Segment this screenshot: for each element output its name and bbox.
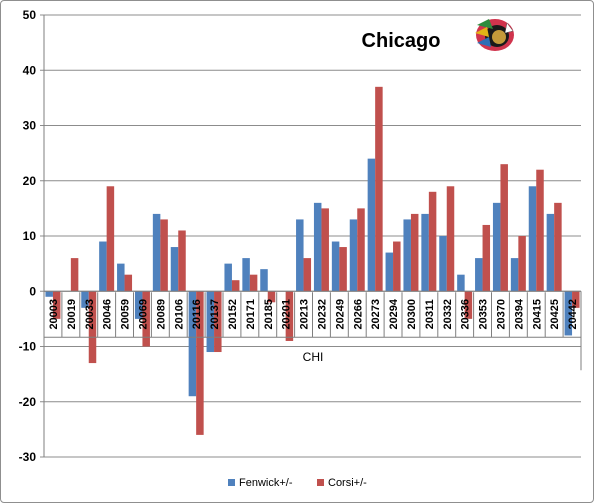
- bar-corsi-20059: [125, 275, 133, 292]
- bar-fenwick-20249: [332, 242, 340, 292]
- x-tick-label: 20332: [442, 299, 454, 330]
- bar-corsi-20394: [518, 236, 526, 291]
- y-tick-label: 10: [23, 229, 37, 243]
- x-tick-label: 20425: [549, 299, 561, 330]
- y-tick-label: 0: [29, 284, 36, 298]
- bar-corsi-20273: [375, 87, 383, 291]
- x-tick-label: 20106: [173, 299, 185, 330]
- bar-corsi-20089: [160, 219, 168, 291]
- bar-fenwick-20273: [368, 159, 376, 292]
- x-tick-label: 20089: [155, 299, 167, 330]
- bar-corsi-20249: [339, 247, 347, 291]
- bar-fenwick-20003: [45, 291, 53, 297]
- chart-title: Chicago: [362, 30, 441, 52]
- bar-fenwick-20185: [260, 269, 268, 291]
- x-axis-label: CHI: [303, 350, 324, 364]
- bar-corsi-20311: [429, 192, 437, 291]
- bar-fenwick-20152: [224, 264, 232, 292]
- legend-label: Fenwick+/-: [239, 477, 293, 489]
- bar-corsi-20415: [536, 170, 544, 292]
- y-tick-label: -10: [19, 340, 37, 354]
- bar-fenwick-20425: [547, 214, 555, 291]
- y-axis-ticks: -30 -20 -10 0 10 20 30 40 50: [19, 8, 37, 464]
- x-tick-label: 20415: [531, 299, 543, 330]
- bar-fenwick-20394: [511, 258, 518, 291]
- bar-corsi-20300: [411, 214, 419, 291]
- bar-corsi-20353: [483, 225, 491, 291]
- bar-corsi-20019: [71, 258, 79, 291]
- bar-fenwick-20059: [117, 264, 125, 292]
- x-tick-label: 20046: [102, 299, 114, 330]
- bar-fenwick-20266: [350, 219, 358, 291]
- bar-fenwick-20353: [475, 258, 483, 291]
- x-tick-label: 20019: [66, 299, 78, 330]
- x-tick-label: 20394: [513, 298, 525, 329]
- bar-fenwick-20213: [296, 219, 304, 291]
- x-tick-label: 20266: [352, 299, 364, 330]
- bar-corsi-20425: [554, 203, 562, 291]
- legend-swatch: [317, 479, 324, 486]
- x-tick-label: 20116: [191, 299, 203, 329]
- bar-fenwick-20171: [242, 258, 250, 291]
- x-tick-label: 20232: [316, 299, 328, 330]
- bar-fenwick-20336: [457, 275, 465, 292]
- bar-fenwick-20415: [529, 186, 537, 291]
- y-tick-label: 40: [23, 63, 37, 77]
- x-tick-label: 20370: [495, 299, 507, 330]
- bar-fenwick-20294: [386, 253, 394, 292]
- x-tick-label: 20201: [281, 299, 293, 330]
- bar-corsi-20171: [250, 275, 258, 292]
- bar-corsi-20232: [321, 208, 329, 291]
- x-tick-label: 20311: [424, 299, 436, 329]
- x-tick-label: 20213: [299, 299, 311, 330]
- x-tick-label: 20152: [227, 299, 239, 330]
- x-tick-label: 20249: [334, 299, 346, 330]
- x-tick-label: 20336: [460, 299, 472, 330]
- bar-fenwick-20106: [171, 247, 179, 291]
- bar-corsi-20332: [447, 186, 455, 291]
- bar-fenwick-20300: [403, 219, 411, 291]
- bar-fenwick-20311: [421, 214, 429, 291]
- x-tick-label: 20059: [120, 299, 132, 330]
- legend: Fenwick+/- Corsi+/-: [228, 477, 367, 489]
- bar-fenwick-20332: [439, 236, 447, 291]
- y-tick-label: -30: [19, 450, 37, 464]
- x-tick-label: 20069: [137, 299, 149, 330]
- bar-corsi-20106: [178, 230, 186, 291]
- bar-corsi-20266: [357, 208, 365, 291]
- bar-corsi-20213: [304, 258, 312, 291]
- x-tick-label: 20137: [209, 299, 221, 330]
- bar-corsi-20152: [232, 280, 240, 291]
- blackhawks-logo: [475, 19, 514, 51]
- bar-fenwick-20046: [99, 242, 107, 292]
- legend-label: Corsi+/-: [328, 477, 367, 489]
- y-tick-label: -20: [19, 395, 37, 409]
- x-tick-label: 20273: [370, 299, 382, 330]
- bar-fenwick-20232: [314, 203, 322, 291]
- legend-swatch: [228, 479, 235, 486]
- bar-fenwick-20089: [153, 214, 161, 291]
- bars: [45, 87, 579, 435]
- x-tick-label: 20185: [263, 299, 275, 330]
- x-tick-label: 20033: [84, 299, 96, 330]
- bar-corsi-20046: [107, 186, 115, 291]
- x-tick-label: 20300: [406, 299, 418, 330]
- bar-corsi-20370: [500, 164, 508, 291]
- x-tick-label: 20003: [48, 299, 60, 330]
- y-tick-label: 30: [23, 119, 37, 133]
- bar-corsi-20294: [393, 242, 401, 292]
- y-tick-label: 50: [23, 8, 37, 22]
- x-tick-label: 20294: [388, 298, 400, 329]
- x-tick-label: 20171: [245, 299, 257, 330]
- x-tick-label: 20353: [478, 299, 490, 330]
- x-tick-label: 20442: [567, 299, 579, 330]
- y-tick-label: 20: [23, 174, 37, 188]
- bar-fenwick-20370: [493, 203, 501, 291]
